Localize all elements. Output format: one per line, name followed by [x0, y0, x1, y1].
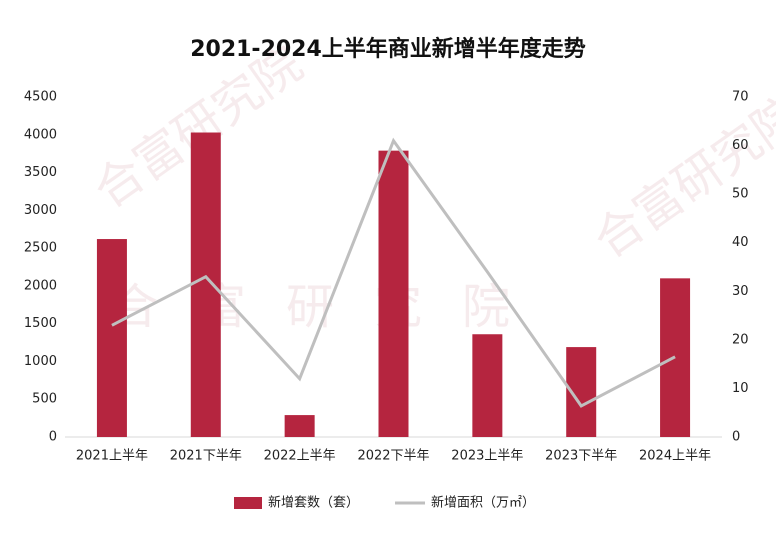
x-tick-label: 2021上半年 [76, 449, 148, 464]
y-tick-label: 3000 [24, 203, 57, 218]
y-tick-label: 1500 [24, 316, 57, 331]
y2-tick-label: 50 [732, 187, 749, 202]
y2-tick-label: 20 [732, 332, 749, 347]
y2-tick-label: 0 [732, 430, 740, 445]
y-tick-label: 2500 [24, 241, 57, 256]
legend-label: 新增套数（套） [268, 495, 359, 511]
bar [96, 239, 127, 437]
x-tick-label: 2022上半年 [264, 449, 336, 464]
y2-tick-label: 40 [732, 235, 749, 250]
x-tick-label: 2023上半年 [451, 449, 523, 464]
bar [472, 334, 503, 437]
bar [284, 415, 315, 437]
x-tick-label: 2021下半年 [170, 449, 242, 464]
x-tick-label: 2023下半年 [545, 449, 617, 464]
legend-label: 新增面积（万㎡） [431, 495, 535, 511]
bar [190, 132, 221, 437]
y-tick-label: 2000 [24, 278, 57, 293]
x-tick-label: 2022下半年 [357, 449, 429, 464]
legend-swatch [234, 497, 262, 509]
y-tick-label: 500 [32, 392, 57, 407]
chart-title: 2021-2024上半年商业新增半年度走势 [190, 36, 586, 62]
watermark: 合富研究院 [110, 279, 550, 335]
y-tick-label: 0 [49, 430, 57, 445]
y2-tick-label: 60 [732, 138, 749, 153]
y2-tick-label: 70 [732, 90, 749, 105]
y-tick-label: 3500 [24, 165, 57, 180]
y-tick-label: 1000 [24, 354, 57, 369]
y2-tick-label: 10 [732, 381, 749, 396]
line [111, 137, 676, 408]
x-tick-label: 2024上半年 [639, 449, 711, 464]
y-tick-label: 4500 [24, 90, 57, 105]
y2-tick-label: 30 [732, 284, 749, 299]
y-tick-label: 4000 [24, 127, 57, 142]
bar [378, 150, 409, 437]
